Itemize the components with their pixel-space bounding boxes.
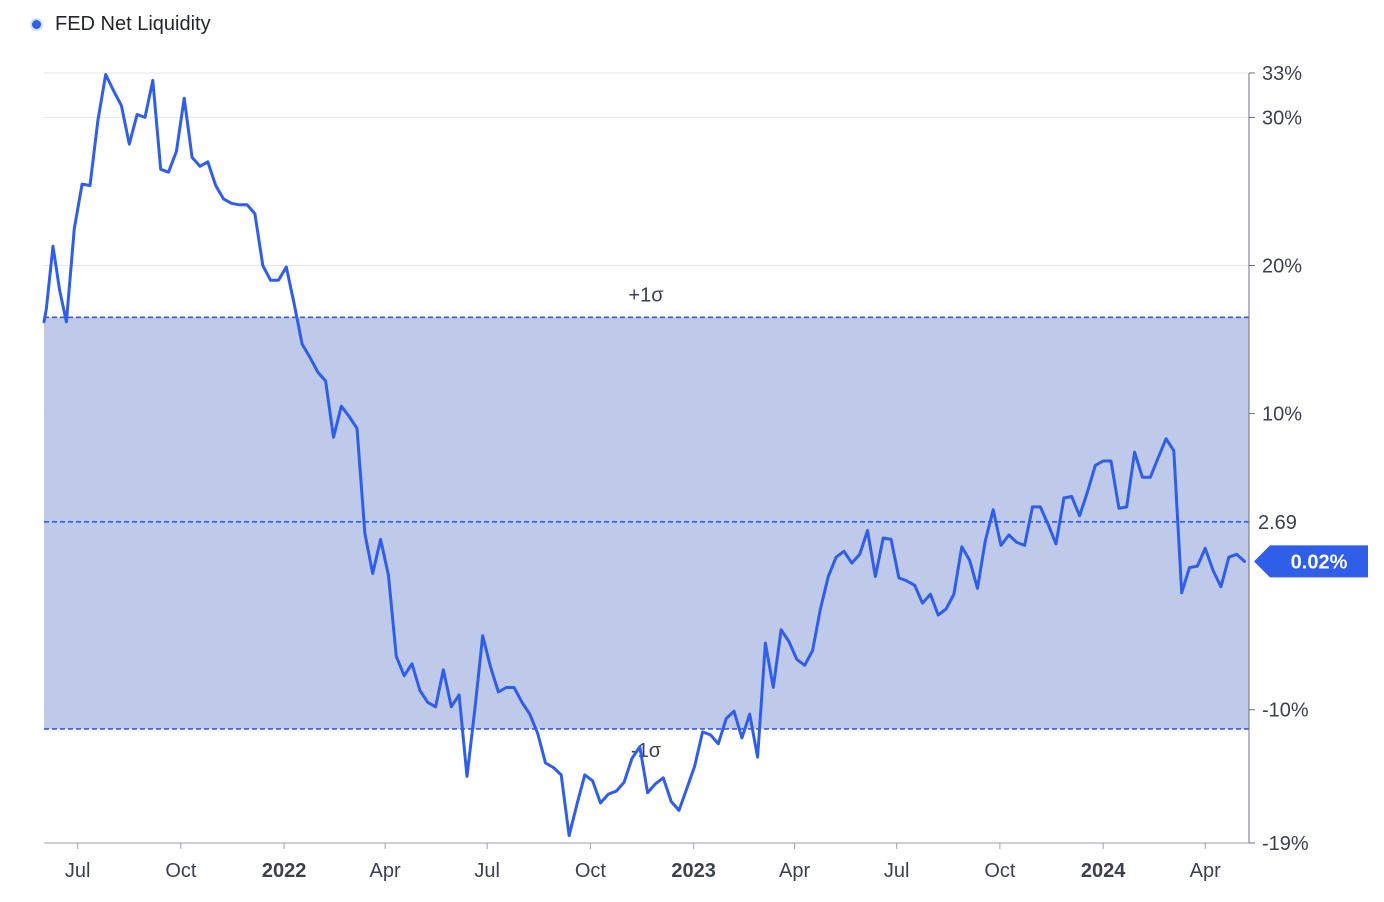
sigma-band — [44, 317, 1249, 729]
legend-marker-icon — [30, 17, 43, 31]
x-tick-label: 2022 — [262, 860, 307, 882]
x-tick-label: 2023 — [671, 860, 716, 882]
reference-line-label: 2.69 — [1258, 512, 1297, 534]
y-tick-label: 10% — [1262, 404, 1302, 426]
x-tick-label: Apr — [779, 860, 810, 882]
reference-lines: +1σ 2.69 -1σ — [44, 284, 1297, 762]
x-tick-label: Oct — [165, 860, 197, 882]
x-tick-label: Apr — [1190, 860, 1221, 882]
y-tick-label: -19% — [1262, 833, 1309, 855]
x-tick-label: Jul — [65, 860, 91, 882]
current-value-badge: 0.02% — [1254, 545, 1368, 578]
legend-item[interactable]: FED Net Liquidity — [30, 10, 211, 38]
x-tick-label: Jul — [474, 860, 500, 882]
legend-label: FED Net Liquidity — [55, 12, 211, 35]
series-group — [42, 73, 1246, 838]
reference-line-label: +1σ — [628, 284, 664, 306]
x-tick-label: Jul — [884, 860, 910, 882]
axes — [44, 73, 1250, 844]
series-line — [42, 73, 1246, 838]
current-value-label: 0.02% — [1291, 551, 1348, 573]
x-tick-label: Apr — [370, 860, 401, 882]
current-value-badge-shape — [1254, 545, 1368, 578]
x-tick-label: Oct — [984, 860, 1016, 882]
y-tick-label: 20% — [1262, 256, 1302, 278]
y-axis-ticks: 33% 30% 20% 10% -10% -19% — [1249, 63, 1309, 855]
x-tick-label: Oct — [575, 860, 607, 882]
y-tick-label: 33% — [1262, 63, 1302, 85]
sigma-band-area — [44, 317, 1249, 729]
y-tick-label: -10% — [1262, 700, 1309, 722]
x-tick-label: 2024 — [1081, 860, 1126, 882]
y-tick-label: 30% — [1262, 107, 1302, 129]
x-axis-ticks: Jul Oct 2022 Apr Jul Oct 2023 Apr Jul Oct 2024 Apr — [65, 843, 1221, 882]
reference-line-label: -1σ — [631, 740, 662, 762]
